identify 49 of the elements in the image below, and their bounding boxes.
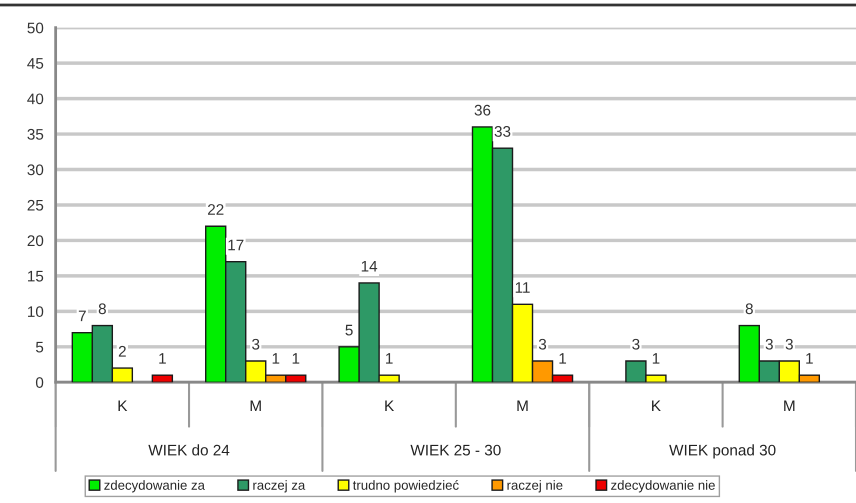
x-tick-label: M bbox=[784, 400, 794, 412]
data-label: 1 bbox=[292, 353, 300, 364]
data-label: 1 bbox=[272, 353, 280, 364]
y-tick-label: 15 bbox=[28, 270, 44, 282]
data-label: 3 bbox=[766, 338, 773, 350]
y-tick-label: 5 bbox=[36, 342, 44, 353]
data-label: 3 bbox=[632, 338, 640, 350]
legend-label: raczej za bbox=[253, 480, 306, 492]
data-label: 36 bbox=[474, 104, 490, 116]
data-label: 3 bbox=[252, 338, 260, 350]
y-tick-label: 45 bbox=[27, 58, 44, 69]
data-label: 2 bbox=[118, 346, 126, 357]
data-label: 14 bbox=[362, 260, 378, 272]
data-label: 1 bbox=[559, 353, 566, 364]
y-tick-label: 10 bbox=[28, 306, 44, 318]
data-label: 5 bbox=[345, 324, 353, 336]
data-label: 7 bbox=[78, 310, 86, 322]
data-label: 3 bbox=[786, 338, 793, 350]
data-label: 8 bbox=[98, 303, 106, 314]
data-label: 11 bbox=[516, 282, 530, 293]
y-tick-label: 50 bbox=[27, 22, 44, 34]
x-tick-label: M bbox=[517, 400, 528, 412]
y-tick-label: 0 bbox=[36, 377, 44, 388]
y-tick-label: 30 bbox=[27, 164, 44, 176]
legend-label: zdecydowanie za bbox=[104, 480, 205, 492]
data-label: 22 bbox=[208, 204, 224, 215]
y-tick-label: 40 bbox=[27, 93, 44, 104]
data-label: 3 bbox=[538, 338, 546, 350]
data-label: 1 bbox=[652, 353, 660, 364]
legend-label: trudno powiedzieć bbox=[352, 480, 459, 492]
data-label: 1 bbox=[159, 353, 166, 364]
x-tick-label: K bbox=[652, 400, 661, 412]
data-label: 1 bbox=[386, 353, 393, 364]
y-tick-label: 35 bbox=[27, 128, 44, 140]
data-label: 1 bbox=[806, 353, 813, 364]
y-tick-label: 25 bbox=[28, 200, 44, 211]
x-tick-label: K bbox=[385, 400, 394, 412]
text: WIEK 25 - 30 bbox=[410, 444, 501, 456]
bar bbox=[152, 374, 174, 382]
x-tick-label: K bbox=[118, 400, 128, 412]
data-label: 33 bbox=[494, 126, 510, 137]
text: WIEK do 24 bbox=[148, 444, 230, 456]
y-tick-label: 20 bbox=[28, 235, 44, 246]
data-label: 17 bbox=[228, 240, 244, 250]
x-tick-label: M bbox=[250, 400, 261, 412]
text: WIEK ponad 30 bbox=[669, 444, 776, 459]
data-label: 8 bbox=[746, 303, 753, 314]
legend-label: zdecydowanie nie bbox=[611, 480, 715, 492]
legend-label: raczej nie bbox=[507, 480, 562, 492]
